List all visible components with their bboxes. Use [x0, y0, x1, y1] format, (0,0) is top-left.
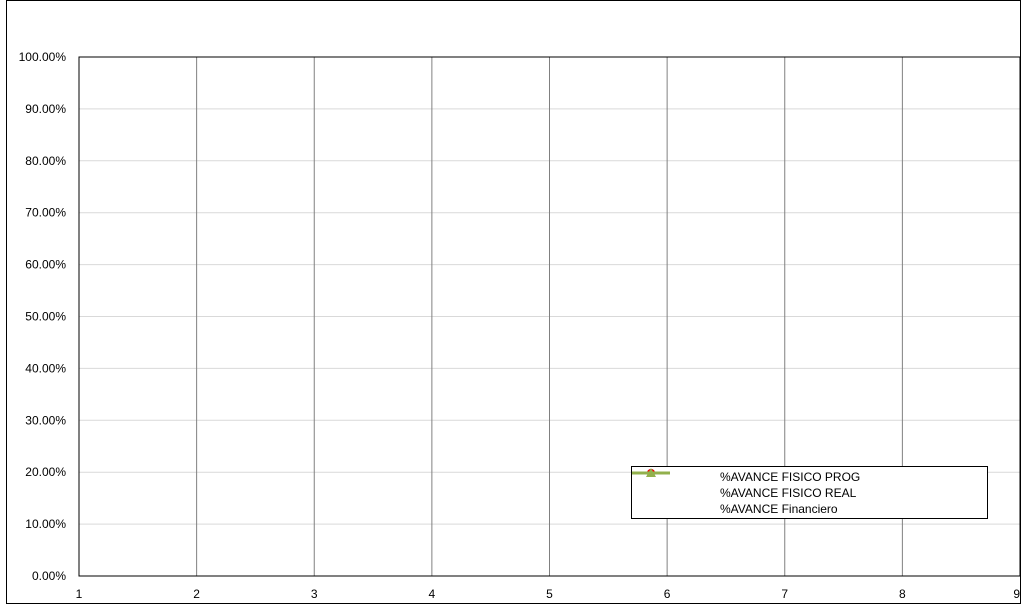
y-tick-label: 40.00%: [25, 361, 66, 375]
y-tick-label: 50.00%: [25, 310, 66, 324]
y-tick-label: 0.00%: [32, 569, 66, 583]
x-tick-label: 2: [193, 587, 200, 601]
y-tick-label: 80.00%: [25, 154, 66, 168]
x-tick-label: 4: [429, 587, 436, 601]
x-axis-tick-labels: 1 2 3 4 5 6 7 8 9: [76, 587, 1021, 601]
y-tick-label: 100.00%: [19, 50, 67, 64]
x-tick-label: 7: [781, 587, 788, 601]
x-tick-label: 8: [899, 587, 906, 601]
legend-item-prog: %AVANCE FISICO PROG: [632, 469, 987, 485]
x-tick-label: 5: [546, 587, 553, 601]
plot-area: [78, 56, 1021, 577]
x-tick-label: 1: [76, 587, 83, 601]
y-tick-label: 20.00%: [25, 465, 66, 479]
legend-label-financiero: %AVANCE Financiero: [720, 502, 838, 516]
y-axis-tick-labels: 0.00% 10.00% 20.00% 30.00% 40.00% 50.00% 60.00…: [19, 50, 67, 583]
legend-swatch-financiero: [632, 468, 670, 477]
legend-label-prog: %AVANCE FISICO PROG: [720, 470, 861, 484]
chart-legend: %AVANCE FISICO PROG %AVANCE FISICO REAL …: [631, 466, 988, 519]
y-tick-label: 90.00%: [25, 102, 66, 116]
x-tick-label: 6: [664, 587, 671, 601]
y-tick-label: 60.00%: [25, 258, 66, 272]
legend-item-real: %AVANCE FISICO REAL: [632, 469, 987, 501]
y-tick-label: 70.00%: [25, 206, 66, 220]
x-tick-label: 9: [1013, 587, 1020, 601]
x-tick-label: 3: [311, 587, 318, 601]
y-tick-label: 30.00%: [25, 413, 66, 427]
y-tick-label: 10.00%: [25, 517, 66, 531]
legend-item-financiero: %AVANCE Financiero: [632, 468, 987, 517]
legend-label-real: %AVANCE FISICO REAL: [720, 486, 857, 500]
